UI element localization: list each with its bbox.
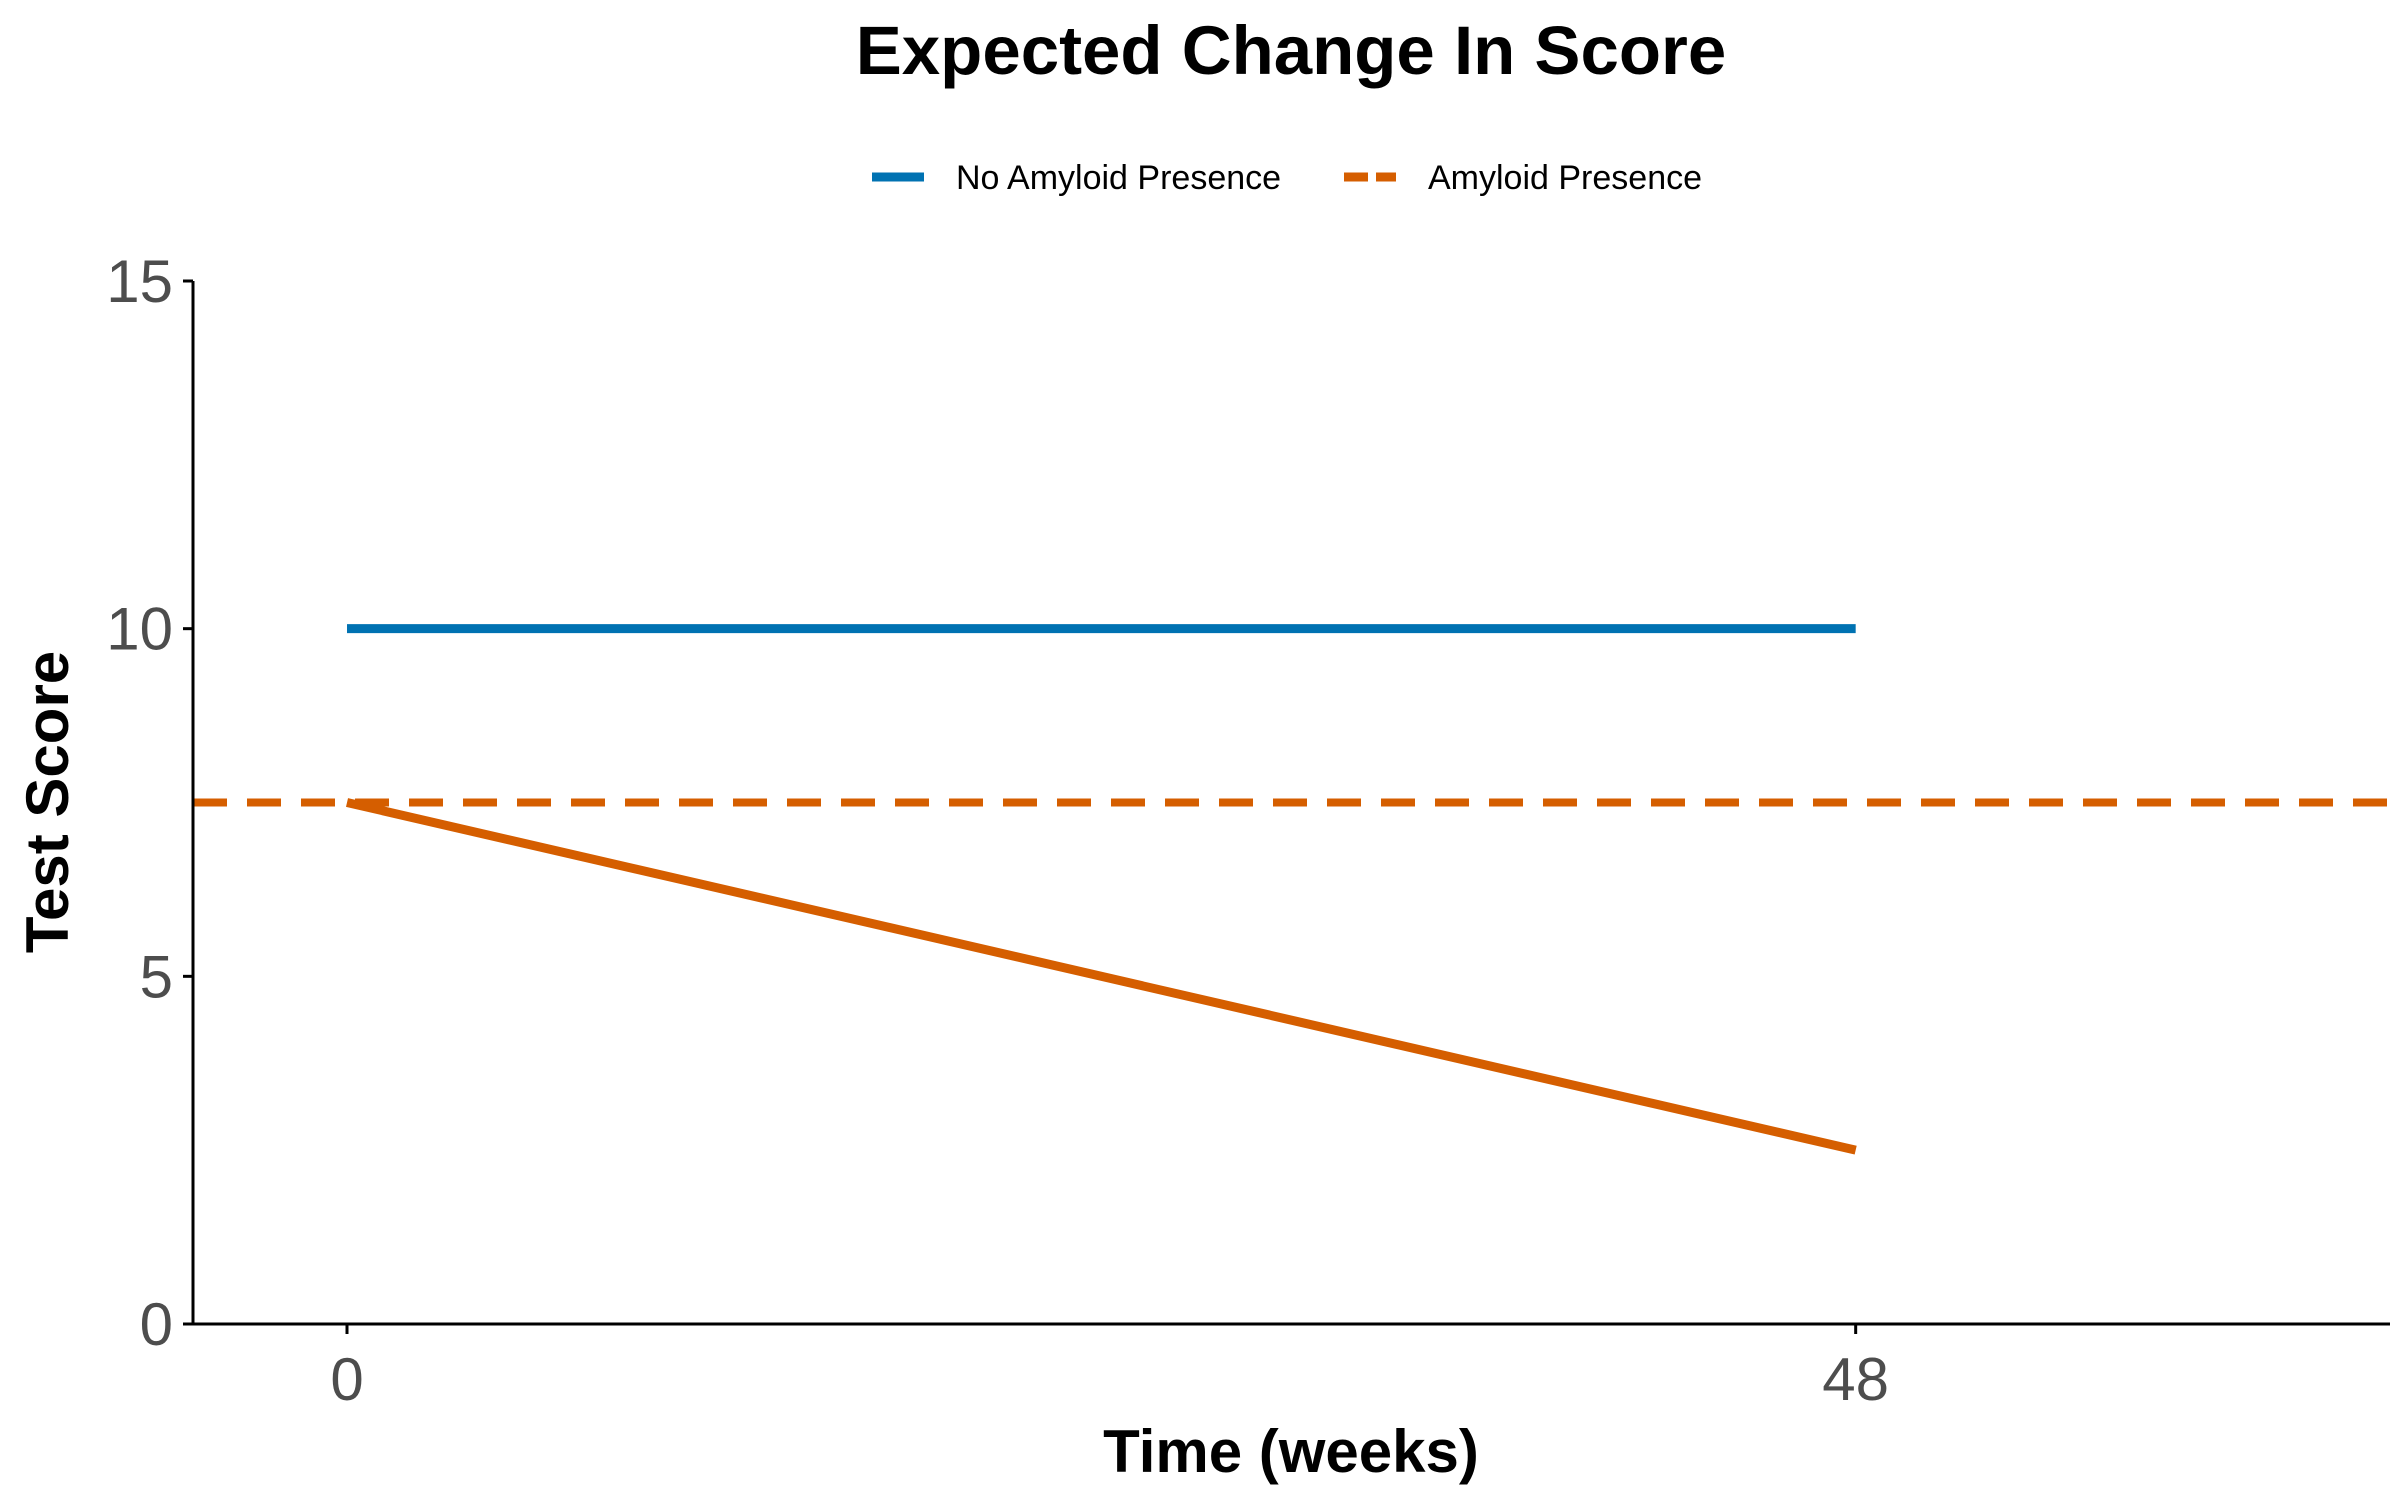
- y-tick-label: 15: [106, 248, 173, 315]
- legend-label: Amyloid Presence: [1428, 159, 1702, 197]
- chart-legend: No Amyloid Presence Amyloid Presence: [872, 159, 1702, 197]
- x-tick-label: 0: [330, 1346, 363, 1413]
- y-axis-ticks: 0 5 10 15: [106, 248, 193, 1358]
- chart-title: Expected Change In Score: [856, 12, 1726, 89]
- y-tick-label: 0: [140, 1291, 173, 1358]
- y-tick-label: 10: [106, 596, 173, 663]
- series-lines: [345, 624, 1857, 1155]
- x-tick-label: 48: [1822, 1346, 1889, 1413]
- series-line-amyloid-presence: [345, 798, 1857, 1155]
- x-axis-ticks: 0 48: [330, 1324, 1889, 1413]
- x-axis-title: Time (weeks): [1103, 1418, 1479, 1485]
- y-tick-label: 5: [140, 943, 173, 1010]
- y-axis-title: Test Score: [14, 651, 81, 953]
- legend-label: No Amyloid Presence: [956, 159, 1281, 197]
